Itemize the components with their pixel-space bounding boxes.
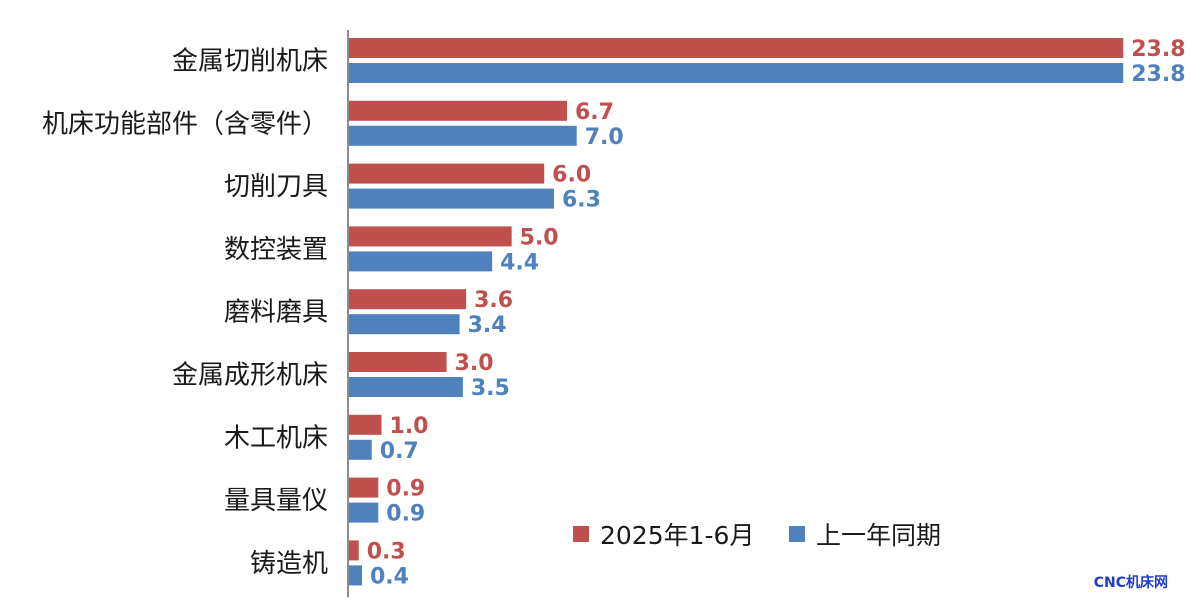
data-label: 0.3 bbox=[367, 539, 406, 564]
category-label: 金属切削机床 bbox=[172, 47, 328, 77]
bar-current-period bbox=[349, 100, 567, 121]
bar-previous-period bbox=[349, 439, 372, 460]
bar-previous-period bbox=[349, 314, 460, 335]
data-label: 3.6 bbox=[474, 288, 513, 313]
data-label: 3.4 bbox=[468, 313, 507, 338]
data-label: 0.9 bbox=[386, 477, 425, 502]
bar-current-period bbox=[349, 38, 1124, 58]
labels-layer: 金属切削机床 23.823.8 机床功能部件（含零件） 6.77.0 切削刀具 6.06.… bbox=[42, 37, 1186, 589]
bar-current-period bbox=[349, 540, 359, 561]
bar-previous-period bbox=[349, 125, 577, 146]
bar-previous-period bbox=[349, 502, 379, 523]
data-label: 6.7 bbox=[575, 100, 614, 125]
legend-swatch bbox=[789, 526, 805, 542]
category-label: 金属成形机床 bbox=[172, 361, 328, 391]
data-label: 6.0 bbox=[552, 163, 591, 188]
data-label: 0.7 bbox=[380, 439, 419, 464]
category-label: 木工机床 bbox=[224, 423, 328, 453]
bar-current-period bbox=[349, 352, 447, 372]
bar-previous-period bbox=[349, 565, 363, 586]
bar-current-period bbox=[349, 289, 467, 310]
data-label: 3.0 bbox=[455, 351, 494, 376]
legend-label: 上一年同期 bbox=[816, 521, 941, 550]
category-label: 切削刀具 bbox=[224, 172, 328, 202]
category-label: 数控装置 bbox=[224, 235, 328, 265]
category-label: 量具量仪 bbox=[224, 486, 328, 516]
category-label: 铸造机 bbox=[250, 549, 328, 579]
data-label: 5.0 bbox=[520, 225, 559, 250]
data-label: 23.8 bbox=[1131, 37, 1185, 62]
data-label: 0.9 bbox=[386, 502, 425, 527]
bar-current-period bbox=[349, 163, 545, 184]
category-label: 机床功能部件（含零件） bbox=[42, 109, 328, 139]
data-label: 3.5 bbox=[471, 376, 510, 401]
data-label: 1.0 bbox=[390, 414, 429, 439]
bar-previous-period bbox=[349, 63, 1124, 83]
data-label: 7.0 bbox=[585, 125, 624, 150]
bar-current-period bbox=[349, 226, 512, 247]
data-label: 4.4 bbox=[500, 250, 539, 275]
bar-current-period bbox=[349, 414, 382, 435]
bars-layer bbox=[349, 38, 1124, 586]
watermark: CNC机床网 bbox=[1093, 575, 1168, 591]
bar-current-period bbox=[349, 477, 379, 498]
bar-previous-period bbox=[349, 377, 463, 397]
category-label: 磨料磨具 bbox=[224, 298, 328, 328]
data-label: 23.8 bbox=[1131, 62, 1185, 87]
legend-swatch bbox=[573, 526, 589, 542]
bar-previous-period bbox=[349, 251, 493, 272]
legend-label: 2025年1-6月 bbox=[600, 521, 754, 550]
legend: 2025年1-6月 上一年同期 bbox=[573, 521, 941, 550]
data-label: 0.4 bbox=[370, 564, 409, 589]
data-label: 6.3 bbox=[562, 188, 601, 213]
bar-previous-period bbox=[349, 188, 554, 209]
